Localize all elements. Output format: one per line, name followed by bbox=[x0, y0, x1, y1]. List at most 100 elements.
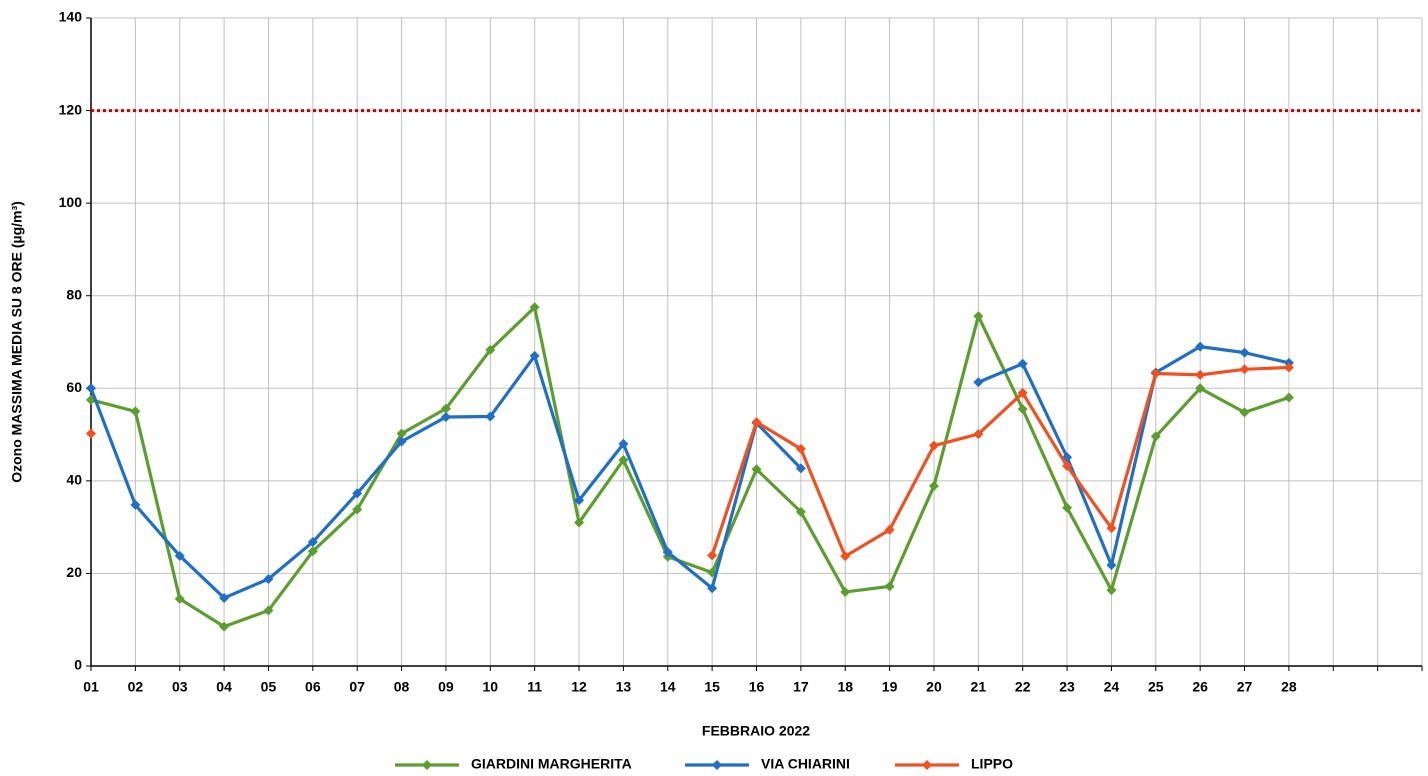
x-tick-label: 06 bbox=[305, 679, 321, 695]
x-tick-label: 02 bbox=[128, 679, 144, 695]
x-tick-label: 05 bbox=[261, 679, 277, 695]
point bbox=[662, 547, 673, 558]
x-tick-label: 18 bbox=[837, 679, 853, 695]
x-tick-label: 24 bbox=[1104, 679, 1120, 695]
y-tick-label: 60 bbox=[66, 379, 82, 395]
point bbox=[174, 550, 185, 561]
point bbox=[973, 311, 984, 322]
point bbox=[1150, 431, 1161, 442]
x-tick-label: 23 bbox=[1059, 679, 1075, 695]
point bbox=[263, 573, 274, 584]
y-axis-label: Ozono MASSIMA MEDIA SU 8 ORE (µg/m³) bbox=[9, 201, 25, 483]
x-tick-label: 27 bbox=[1237, 679, 1253, 695]
point bbox=[574, 517, 585, 528]
x-tick-label: 11 bbox=[527, 679, 542, 695]
point bbox=[307, 536, 318, 547]
x-tick-label: 09 bbox=[438, 679, 454, 695]
point bbox=[1150, 368, 1161, 379]
point bbox=[1283, 362, 1294, 373]
point bbox=[795, 506, 806, 517]
point bbox=[618, 455, 629, 466]
point bbox=[1017, 358, 1028, 369]
point bbox=[973, 377, 984, 388]
x-tick-label: 15 bbox=[704, 679, 720, 695]
legend-marker bbox=[422, 760, 432, 770]
point bbox=[86, 428, 96, 439]
x-tick-label: 14 bbox=[660, 679, 676, 695]
x-tick-label: 28 bbox=[1281, 679, 1297, 695]
point bbox=[1239, 364, 1250, 375]
x-tick-label: 12 bbox=[571, 679, 587, 695]
point bbox=[396, 428, 407, 439]
point bbox=[130, 406, 141, 417]
legend-label: GIARDINI MARGHERITA bbox=[471, 756, 632, 772]
x-tick-label: 01 bbox=[83, 679, 99, 695]
y-tick-label: 80 bbox=[66, 286, 82, 302]
point bbox=[219, 592, 230, 603]
y-tick-label: 120 bbox=[59, 101, 83, 117]
y-tick-label: 140 bbox=[59, 9, 83, 25]
point bbox=[219, 621, 230, 632]
point bbox=[1195, 369, 1206, 380]
point bbox=[86, 383, 96, 394]
x-tick-label: 04 bbox=[216, 679, 232, 695]
point bbox=[396, 436, 407, 447]
point bbox=[840, 551, 851, 562]
point bbox=[485, 344, 496, 355]
point bbox=[529, 350, 540, 361]
legend-label: VIA CHIARINI bbox=[761, 756, 850, 772]
x-tick-label: 13 bbox=[616, 679, 632, 695]
point bbox=[263, 605, 274, 616]
point bbox=[1239, 407, 1250, 418]
x-tick-label: 22 bbox=[1015, 679, 1031, 695]
point bbox=[352, 504, 363, 515]
point bbox=[1017, 387, 1028, 398]
point bbox=[130, 499, 141, 510]
point bbox=[840, 586, 851, 597]
point bbox=[485, 411, 496, 422]
point bbox=[1283, 392, 1294, 403]
legend-marker bbox=[922, 760, 932, 770]
point bbox=[529, 302, 540, 313]
x-tick-label: 16 bbox=[749, 679, 765, 695]
x-tick-label: 20 bbox=[926, 679, 942, 695]
legend-label: LIPPO bbox=[971, 756, 1013, 772]
point bbox=[751, 417, 762, 428]
point bbox=[174, 593, 185, 604]
point bbox=[307, 546, 318, 557]
point bbox=[352, 488, 363, 499]
y-tick-label: 100 bbox=[59, 194, 83, 210]
x-tick-label: 21 bbox=[971, 679, 987, 695]
x-tick-label: 03 bbox=[172, 679, 188, 695]
x-tick-label: 19 bbox=[882, 679, 898, 695]
point bbox=[973, 429, 984, 440]
point bbox=[1062, 461, 1073, 472]
x-tick-label: 08 bbox=[394, 679, 410, 695]
point bbox=[440, 403, 451, 414]
x-axis-label: FEBBRAIO 2022 bbox=[702, 723, 810, 739]
point bbox=[884, 524, 895, 535]
point bbox=[1017, 404, 1028, 415]
point bbox=[795, 443, 806, 454]
point bbox=[928, 480, 939, 491]
series-line bbox=[90, 305, 1290, 629]
point bbox=[618, 438, 629, 449]
x-tick-label: 26 bbox=[1192, 679, 1208, 695]
x-tick-label: 07 bbox=[349, 679, 365, 695]
legend-marker bbox=[712, 760, 722, 770]
x-tick-label: 17 bbox=[793, 679, 809, 695]
y-tick-label: 20 bbox=[66, 564, 82, 580]
x-tick-label: 25 bbox=[1148, 679, 1164, 695]
series-line bbox=[89, 345, 1290, 600]
point bbox=[928, 440, 939, 451]
point bbox=[1106, 560, 1117, 571]
point bbox=[1062, 502, 1073, 513]
point bbox=[751, 464, 762, 475]
point bbox=[1195, 383, 1206, 394]
point bbox=[884, 581, 895, 592]
point bbox=[1195, 341, 1206, 352]
point bbox=[574, 495, 585, 506]
point bbox=[1106, 585, 1117, 596]
series-line bbox=[710, 365, 1289, 558]
